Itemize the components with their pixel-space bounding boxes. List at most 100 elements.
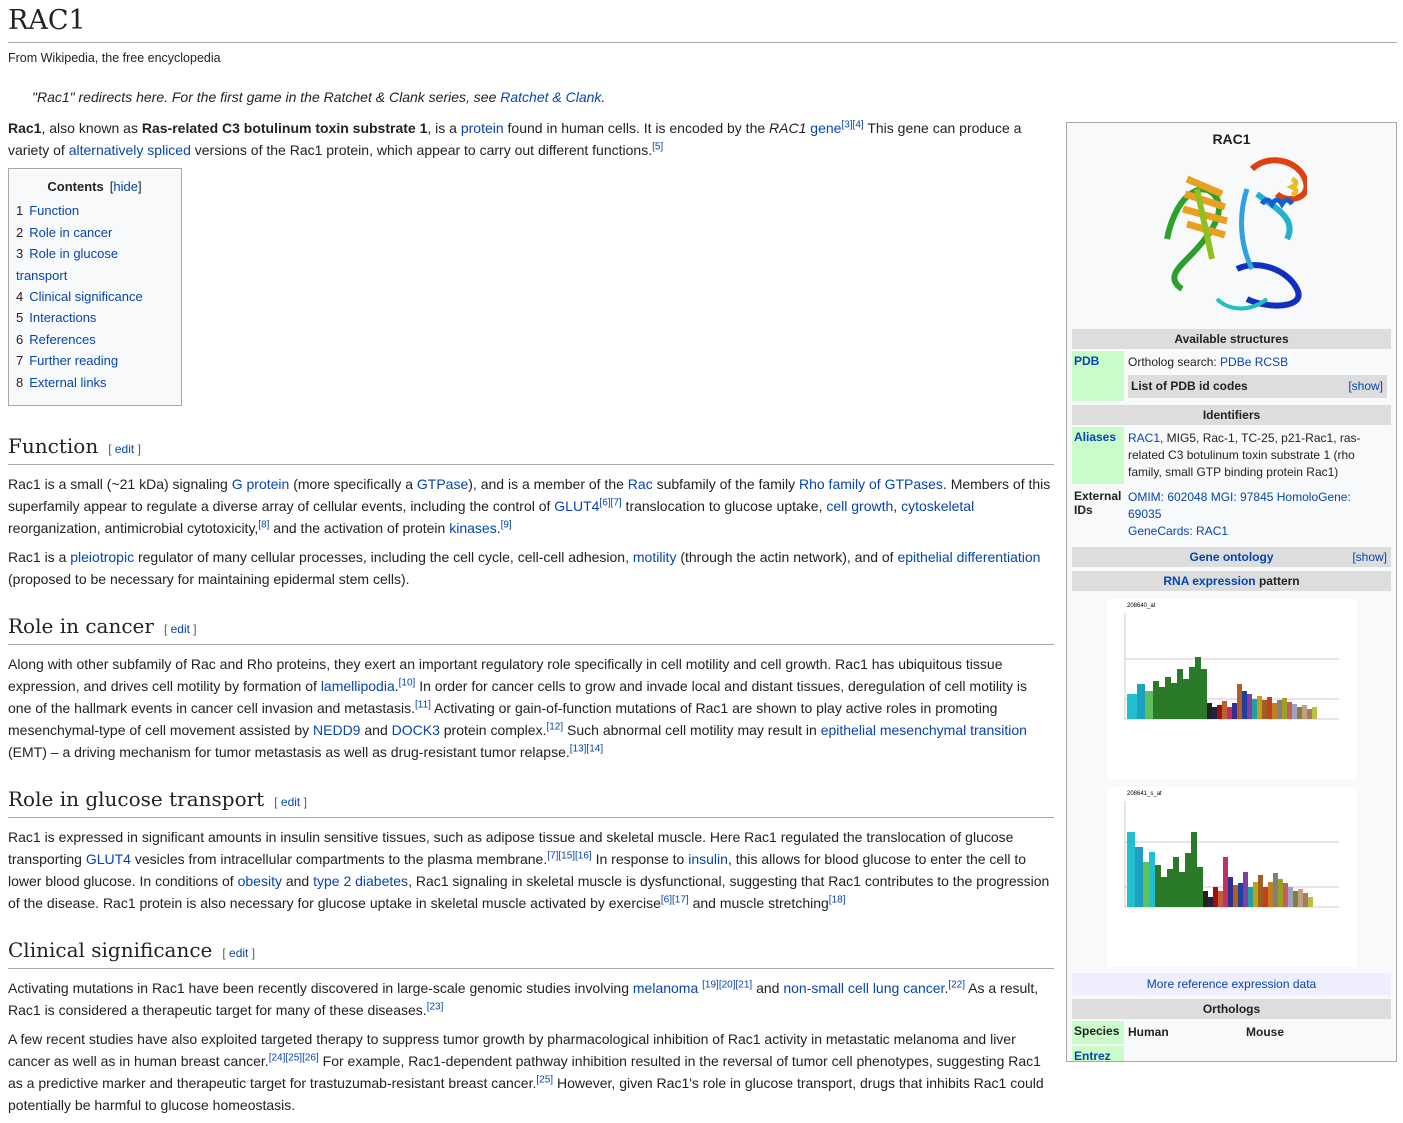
citation[interactable]: [6][17] xyxy=(660,894,689,906)
citation[interactable]: [23] xyxy=(426,1001,444,1013)
citation[interactable]: [7][15][16] xyxy=(547,850,592,862)
toc-item[interactable]: 7 Further reading xyxy=(16,350,173,371)
text: and xyxy=(752,980,784,997)
link-nedd9[interactable]: NEDD9 xyxy=(313,722,361,739)
link-epithelial-differentiation[interactable]: epithelial differentiation xyxy=(897,549,1041,566)
link-lamellipodia[interactable]: lamellipodia xyxy=(320,678,395,695)
citation[interactable]: [11] xyxy=(415,699,431,711)
citation[interactable]: [3][4] xyxy=(841,119,864,131)
citation[interactable]: [24][25][26] xyxy=(268,1052,319,1064)
link-protein[interactable]: protein xyxy=(460,120,504,136)
citation[interactable]: [12] xyxy=(546,721,564,733)
pdbe-link[interactable]: PDBe xyxy=(1220,355,1252,369)
text: (through the actin network), and of xyxy=(676,549,898,566)
mgi-link[interactable]: MGI: 97845 xyxy=(1210,490,1274,504)
citation[interactable]: [9] xyxy=(500,519,512,531)
toc-item[interactable]: 4 Clinical significance xyxy=(16,286,173,307)
homologene-link[interactable]: HomoloGene: 69035 xyxy=(1128,490,1351,521)
citation[interactable]: [22] xyxy=(948,979,966,991)
text: . xyxy=(496,520,501,537)
gene-ontology-link[interactable]: Gene ontology xyxy=(1189,550,1274,564)
citation[interactable]: [5] xyxy=(652,141,664,153)
edit-link[interactable]: edit xyxy=(114,442,135,457)
gene-ontology-show-toggle[interactable]: [show] xyxy=(1352,550,1387,564)
genecards-link[interactable]: GeneCards: RAC1 xyxy=(1128,524,1229,538)
link-kinases[interactable]: kinases xyxy=(449,520,497,537)
link-alternatively-spliced[interactable]: alternatively spliced xyxy=(68,142,191,158)
link-gtpase[interactable]: GTPase xyxy=(416,476,469,493)
text: translocation to glucose uptake, xyxy=(621,498,827,515)
toc-item[interactable]: 3 Role in glucose transport xyxy=(16,243,173,286)
hatnote-end: . xyxy=(601,89,606,105)
citation[interactable]: [10] xyxy=(398,677,416,689)
link-cell-growth[interactable]: cell growth xyxy=(826,498,894,515)
omim-link[interactable]: OMIM: 602048 xyxy=(1128,490,1208,504)
more-expression-link[interactable]: More reference expression data xyxy=(1146,977,1317,991)
rac1-link[interactable]: RAC1 xyxy=(1128,431,1161,445)
toc-item-link[interactable]: Interactions xyxy=(29,310,97,326)
edit-link[interactable]: edit xyxy=(229,946,249,961)
link-glut4[interactable]: GLUT4 xyxy=(85,851,131,868)
link-type-2-diabetes[interactable]: type 2 diabetes xyxy=(313,873,409,890)
toc-hide-link[interactable]: hide xyxy=(113,179,138,194)
toc-item-link[interactable]: Role in cancer xyxy=(29,224,113,240)
text: As a result, Rac1 is considered a therap… xyxy=(8,980,1039,1019)
protein-structure-image[interactable] xyxy=(1157,149,1307,317)
expression-chart-208640[interactable]: 208640_at xyxy=(1106,599,1357,779)
toc-item-link[interactable]: Role in glucose transport xyxy=(16,246,119,283)
text: subfamily of the family xyxy=(652,476,799,493)
citation[interactable]: [19][20][21] xyxy=(702,979,753,991)
toc-item-link[interactable]: Clinical significance xyxy=(29,289,143,305)
toc-item-link[interactable]: Function xyxy=(29,203,80,219)
chart-background xyxy=(1106,599,1357,779)
rna-expression-link[interactable]: RNA expression xyxy=(1163,574,1256,588)
link-motility[interactable]: motility xyxy=(632,549,677,566)
citation[interactable]: [6][7] xyxy=(599,497,622,509)
citation[interactable]: [25] xyxy=(536,1074,554,1086)
text: Activating or gain-of-function mutations… xyxy=(8,700,998,739)
link-glut4[interactable]: GLUT4 xyxy=(554,498,600,515)
toc-item[interactable]: 1 Function xyxy=(16,200,173,221)
toc-item[interactable]: 5 Interactions xyxy=(16,307,173,328)
toc-item[interactable]: 6 References xyxy=(16,329,173,350)
entrez-link[interactable]: Entrez xyxy=(1074,1049,1111,1062)
pdb-show-toggle[interactable]: [show] xyxy=(1348,379,1383,393)
rcsb-link[interactable]: RCSB xyxy=(1254,355,1289,369)
link-obesity[interactable]: obesity xyxy=(237,873,282,890)
citation[interactable]: [18] xyxy=(828,894,846,906)
toc-item-link[interactable]: References xyxy=(29,331,96,347)
link-gene[interactable]: gene xyxy=(810,120,842,136)
link-dock3[interactable]: DOCK3 xyxy=(391,722,440,739)
pdb-link[interactable]: PDB xyxy=(1074,354,1100,368)
toc-item[interactable]: 2 Role in cancer xyxy=(16,222,173,243)
toc-heading: Contents xyxy=(47,179,104,194)
link-cytoskeletal[interactable]: cytoskeletal xyxy=(901,498,975,515)
citation[interactable]: [13][14] xyxy=(569,743,604,755)
section-heading-clinical: Clinical significance [ edit ] xyxy=(8,936,1054,970)
text: Along with other subfamily of Rac and Rh… xyxy=(8,656,1003,695)
species-human: Human xyxy=(1128,1025,1169,1039)
link-g-protein[interactable]: G protein xyxy=(231,476,290,493)
link-rho-family[interactable]: Rho family of GTPases xyxy=(798,476,943,493)
citation[interactable]: [8] xyxy=(258,519,270,531)
toc-item-link[interactable]: External links xyxy=(29,374,107,390)
external-ids-label: External IDs xyxy=(1074,489,1122,517)
expression-chart-208641[interactable]: 208641_s_at xyxy=(1106,787,1357,967)
text: regulator of many cellular processes, in… xyxy=(134,549,633,566)
expression-bars-1 xyxy=(1126,657,1317,719)
link-insulin[interactable]: insulin xyxy=(688,851,728,868)
link-emt[interactable]: epithelial mesenchymal transition xyxy=(820,722,1027,739)
toc-item-link[interactable]: Further reading xyxy=(29,353,119,369)
link-pleiotropic[interactable]: pleiotropic xyxy=(70,549,135,566)
aliases-link[interactable]: Aliases xyxy=(1074,430,1117,444)
edit-link[interactable]: edit xyxy=(170,622,190,637)
function-paragraph-1: Rac1 is a small (~21 kDa) signaling G pr… xyxy=(8,473,1054,539)
link-rac[interactable]: Rac xyxy=(627,476,653,493)
link-nsclc[interactable]: non-small cell lung cancer xyxy=(783,980,945,997)
text: , this allows for blood glucose to enter… xyxy=(8,851,1026,890)
toc-item[interactable]: 8 External links xyxy=(16,372,173,393)
hatnote-link[interactable]: Ratchet & Clank xyxy=(500,89,602,105)
edit-link[interactable]: edit xyxy=(280,795,301,810)
link-melanoma[interactable]: melanoma xyxy=(632,980,699,997)
toc-item-number: 5 xyxy=(16,310,24,326)
